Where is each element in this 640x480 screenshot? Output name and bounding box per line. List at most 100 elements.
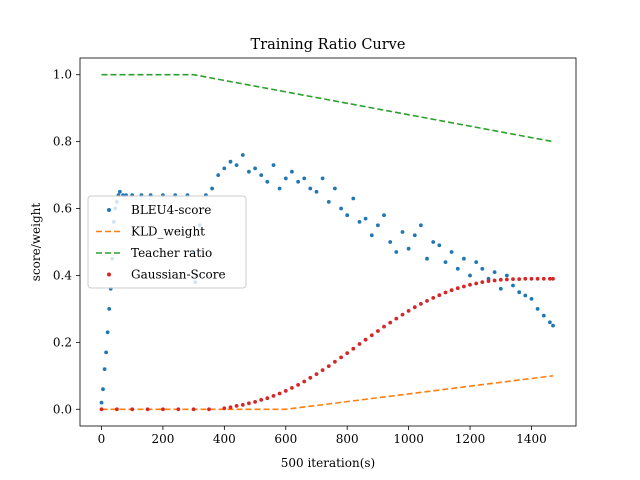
data-point <box>376 329 380 333</box>
data-point <box>382 213 386 218</box>
data-point <box>308 186 313 191</box>
data-point <box>505 277 509 282</box>
data-point <box>455 266 460 271</box>
data-point <box>400 312 405 317</box>
data-point <box>480 266 485 271</box>
data-point <box>296 383 300 387</box>
data-point <box>302 176 307 181</box>
data-point <box>511 277 515 281</box>
legend-item: BLEU4-score <box>107 203 211 217</box>
data-point <box>326 364 331 368</box>
data-point <box>363 216 368 221</box>
data-point <box>462 256 466 261</box>
data-point <box>425 299 429 303</box>
data-point <box>376 223 380 228</box>
data-point <box>431 240 436 244</box>
y-tick-label: 0.8 <box>53 135 72 149</box>
data-point <box>437 293 442 298</box>
data-point <box>265 396 270 401</box>
data-point <box>492 278 497 283</box>
data-point <box>455 286 460 291</box>
data-point <box>326 200 331 204</box>
data-point <box>529 297 534 301</box>
data-point <box>115 407 119 412</box>
data-point <box>468 282 472 287</box>
data-point <box>551 323 555 328</box>
data-point <box>228 405 233 410</box>
data-point <box>259 173 264 178</box>
data-point <box>104 350 108 355</box>
x-tick-label: 600 <box>274 432 297 446</box>
x-tick-label: 800 <box>336 432 359 446</box>
data-point <box>345 351 350 355</box>
data-point <box>333 186 337 191</box>
data-point <box>240 403 245 407</box>
data-point <box>474 260 479 264</box>
data-point <box>511 283 515 288</box>
data-point <box>228 159 233 164</box>
series-1 <box>101 375 554 411</box>
data-point <box>425 256 429 261</box>
legend-item: Teacher ratio <box>96 246 212 260</box>
legend: BLEU4-score KLD_weight Teacher ratio Gaussi… <box>87 195 247 289</box>
data-point <box>480 280 485 284</box>
data-point <box>363 337 368 342</box>
data-point <box>357 342 362 346</box>
data-point <box>523 293 528 298</box>
data-point <box>101 387 105 392</box>
data-point <box>449 250 454 254</box>
data-point <box>107 307 112 311</box>
data-point <box>517 290 522 295</box>
legend-item: KLD_weight <box>96 225 205 239</box>
x-tick-label: 200 <box>151 432 174 446</box>
y-tick-label: 0.0 <box>53 402 72 416</box>
data-point <box>357 220 362 224</box>
data-point <box>541 276 546 281</box>
data-point <box>259 398 264 402</box>
data-point <box>419 302 423 306</box>
data-point <box>492 270 497 274</box>
data-point <box>462 284 466 289</box>
data-point <box>535 307 540 311</box>
x-tick-label: 0 <box>98 432 106 446</box>
data-point <box>130 407 135 412</box>
legend-marker <box>107 272 111 277</box>
data-point <box>541 313 546 318</box>
series-3 <box>99 276 555 412</box>
data-point <box>283 389 288 393</box>
data-point <box>412 233 417 238</box>
data-point <box>345 213 350 218</box>
x-tick-label: 400 <box>213 432 236 446</box>
x-axis-title: 500 iteration(s) <box>281 456 376 470</box>
data-point <box>99 407 104 412</box>
data-point <box>406 309 411 313</box>
y-axis-title: score/weight <box>29 203 43 282</box>
data-point <box>296 179 300 184</box>
legend-label: Gaussian-Score <box>131 268 226 282</box>
x-tick-label: 1200 <box>455 432 486 446</box>
data-point <box>419 223 423 228</box>
data-point <box>394 316 399 321</box>
data-point <box>339 206 343 211</box>
data-point <box>247 169 251 174</box>
legend-label: Teacher ratio <box>131 246 212 260</box>
data-point <box>314 189 319 194</box>
data-point <box>216 173 221 178</box>
data-point <box>99 400 104 405</box>
data-point <box>191 407 196 412</box>
axes-frame <box>79 57 577 427</box>
data-point <box>234 404 239 408</box>
data-point <box>222 166 227 171</box>
data-point <box>290 169 294 174</box>
legend-label: BLEU4-score <box>131 203 211 217</box>
data-point <box>118 189 122 194</box>
data-point <box>517 277 522 281</box>
legend-marker <box>107 208 111 212</box>
data-point <box>283 176 288 181</box>
legend-box <box>87 195 247 289</box>
data-point <box>388 320 393 325</box>
data-point <box>102 367 107 371</box>
data-point <box>394 250 399 254</box>
data-point <box>265 179 270 184</box>
